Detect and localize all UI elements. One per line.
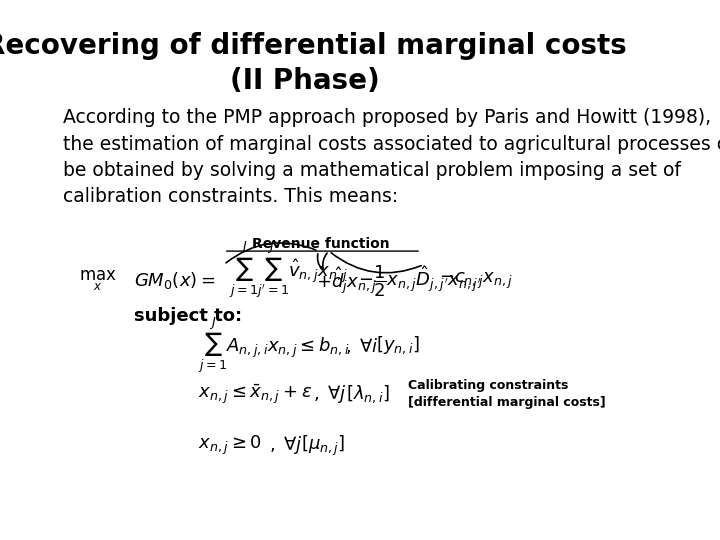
- Text: Calibrating constraints
[differential marginal costs]: Calibrating constraints [differential ma…: [408, 379, 606, 409]
- Text: According to the PMP approach proposed by Paris and Howitt (1998),
the estimatio: According to the PMP approach proposed b…: [63, 108, 720, 206]
- Text: $\left[\mu_{n,j}\right]$: $\left[\mu_{n,j}\right]$: [301, 434, 346, 457]
- Text: $+\hat{d}_{j}x_{n,j}$: $+\hat{d}_{j}x_{n,j}$: [316, 265, 377, 296]
- Text: $\sum_{j=1}^{J}\sum_{j^{\prime}=1}^{J^{\prime}}\hat{v}_{n,j}x_{n,j}$: $\sum_{j=1}^{J}\sum_{j^{\prime}=1}^{J^{\…: [229, 240, 348, 300]
- Text: $GM_0(x) =$: $GM_0(x) =$: [135, 271, 216, 291]
- Text: $,\;\forall j$: $,\;\forall j$: [313, 383, 346, 405]
- Text: $,\;\forall i$: $,\;\forall i$: [345, 335, 378, 356]
- Text: $-c_{n,j}x_{n,j}$: $-c_{n,j}x_{n,j}$: [439, 271, 513, 291]
- Text: Recovering of differential marginal costs: Recovering of differential marginal cost…: [0, 32, 626, 60]
- Text: $\max_x$: $\max_x$: [79, 269, 117, 293]
- Text: $-\dfrac{1}{2}x_{n,j}\hat{D}_{j,j^{\prime}}x_{n,j^{\prime}}$: $-\dfrac{1}{2}x_{n,j}\hat{D}_{j,j^{\prim…: [358, 263, 482, 299]
- Text: (II Phase): (II Phase): [230, 68, 380, 96]
- Text: subject to:: subject to:: [135, 307, 243, 325]
- Text: $\left[y_{n,i}\right]$: $\left[y_{n,i}\right]$: [377, 335, 420, 356]
- Text: $,\;\forall j$: $,\;\forall j$: [269, 435, 302, 456]
- Text: $\left[\lambda_{n,i}\right]$: $\left[\lambda_{n,i}\right]$: [346, 383, 390, 405]
- Text: Revenue function: Revenue function: [252, 237, 390, 251]
- Text: $x_{n,j}\leq\bar{x}_{n,j}+\varepsilon$: $x_{n,j}\leq\bar{x}_{n,j}+\varepsilon$: [197, 382, 312, 406]
- Text: $\sum_{j=1}^{J}A_{n,j,i}x_{n,j}\leq b_{n,i}$: $\sum_{j=1}^{J}A_{n,j,i}x_{n,j}\leq b_{n…: [197, 316, 349, 375]
- Text: $x_{n,j}\geq 0$: $x_{n,j}\geq 0$: [197, 434, 261, 457]
